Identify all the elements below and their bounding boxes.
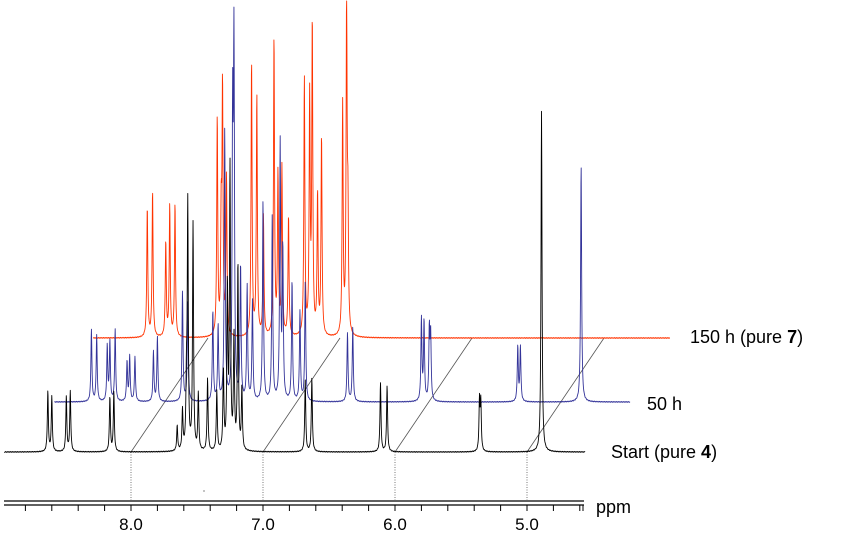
series-label-0: Start (pure 4) [611,442,717,462]
series-labels: 150 h (pure 7) 50 h Start (pure 4) [611,327,803,462]
stray-dot [203,490,205,492]
x-tick-label: 8.0 [119,515,143,534]
ppm-guide-diagonal [130,337,209,453]
spectrum-trace-2 [92,0,671,339]
spectra-traces [3,0,671,453]
spectrum-trace-0 [3,110,586,453]
x-tick-label: 6.0 [383,515,407,534]
guide-lines [130,337,605,500]
series-label-part: 150 h (pure [690,327,787,347]
ppm-axis: ppm 8.0 7.0 6.0 5.0 [4,497,631,534]
ppm-guide-diagonal [262,337,341,453]
x-tick-label: 5.0 [515,515,539,534]
ppm-guide-diagonal [394,337,473,453]
series-label-part: ) [797,327,803,347]
ppm-guide-diagonal [526,337,605,453]
series-label-part: 7 [787,327,797,347]
spectrum-trace-1 [54,6,631,403]
series-label-part: 50 h [647,394,682,414]
x-axis-label: ppm [596,497,631,517]
series-label-part: ) [711,442,717,462]
series-label-part: Start (pure [611,442,701,462]
series-label-1: 50 h [647,394,682,414]
x-tick-label: 7.0 [251,515,275,534]
series-label-part: 4 [701,442,711,462]
series-label-2: 150 h (pure 7) [690,327,803,347]
